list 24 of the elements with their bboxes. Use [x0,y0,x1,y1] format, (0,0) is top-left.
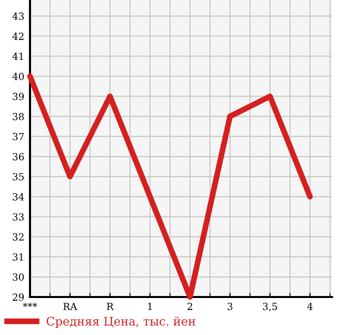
y-tick-label: 36 [12,153,24,160]
x-tick-label: *** [22,302,38,308]
y-tick-label: 29 [12,293,24,301]
legend-label: Средняя Цена, тыс. йен [46,316,196,328]
y-tick-label: 34 [12,193,24,200]
x-tick-label: 3 [228,302,232,310]
y-tick-label: 35 [12,173,24,180]
y-tick-label: 31 [12,253,24,261]
y-tick-label: 32 [12,233,24,241]
x-tick-label: 3,5 [263,302,277,312]
y-tick-label: 42 [12,32,24,40]
y-tick-label: 39 [12,92,24,100]
y-tick-label: 38 [12,112,24,120]
y-tick-label: 33 [12,213,24,221]
x-tick-label: 2 [188,302,192,310]
x-tick-label: R [106,302,114,310]
x-tick-label: 4 [307,302,313,310]
y-tick-label: 30 [12,273,24,281]
y-tick-label: 37 [12,132,24,140]
y-tick-label: 40 [12,72,24,80]
y-tick-label: 41 [12,52,24,60]
y-tick-label: 43 [12,12,24,20]
x-tick-label: 1 [148,302,152,310]
x-tick-label: RA [63,302,78,310]
